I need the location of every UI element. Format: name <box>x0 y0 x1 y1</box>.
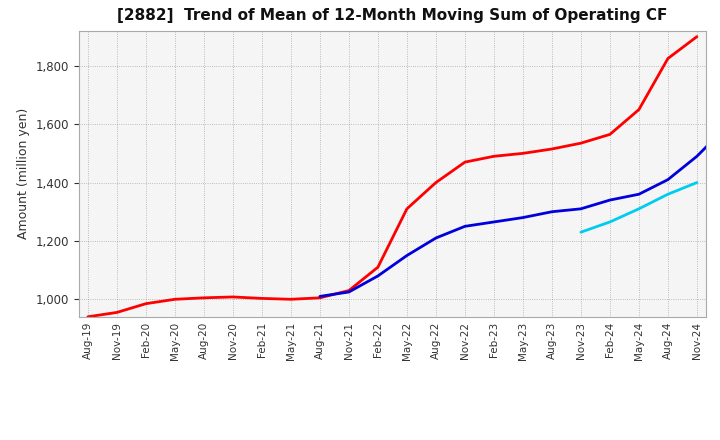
Title: [2882]  Trend of Mean of 12-Month Moving Sum of Operating CF: [2882] Trend of Mean of 12-Month Moving … <box>117 7 667 23</box>
Y-axis label: Amount (million yen): Amount (million yen) <box>17 108 30 239</box>
